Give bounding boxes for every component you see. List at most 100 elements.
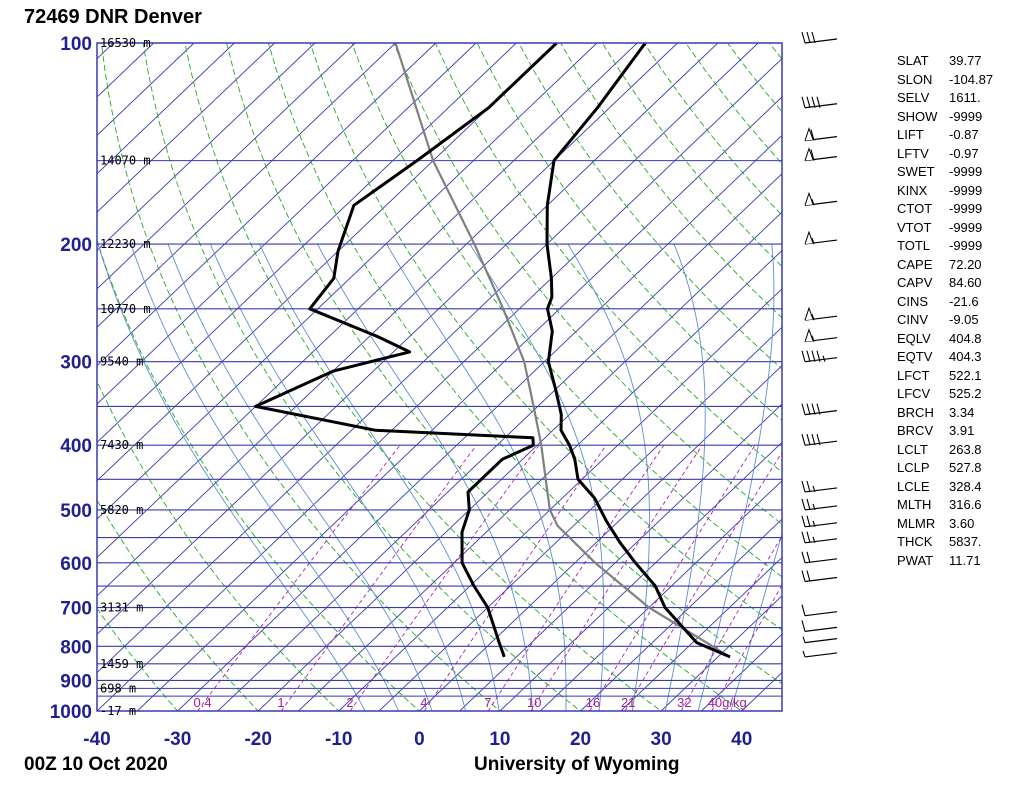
wind-barb	[801, 434, 838, 446]
index-value: -9999	[949, 238, 983, 253]
wind-barb-full	[816, 350, 821, 362]
wind-barb-pennant	[804, 127, 814, 141]
isotherm-line	[97, 43, 275, 213]
mixing-ratio-label: 0.4	[193, 695, 211, 710]
mixing-ratio-label: 16	[586, 695, 600, 710]
moist-adiabat-line	[317, 243, 534, 711]
height-label: 5820 m	[100, 503, 143, 517]
index-row: SWET -9999	[897, 163, 993, 182]
wind-barb	[804, 191, 838, 206]
index-row: LCLT 263.8	[897, 441, 993, 460]
wind-barb-full	[801, 515, 806, 527]
isotherm-line	[338, 288, 782, 711]
index-row: CAPE 72.20	[897, 256, 993, 275]
wind-barb	[804, 127, 838, 142]
index-name: EQTV	[897, 349, 933, 364]
wind-barb-full	[811, 403, 816, 415]
wind-barb-full	[801, 551, 806, 563]
index-name: MLTH	[897, 497, 932, 512]
wind-barb-full	[816, 434, 821, 446]
grid-lines	[97, 43, 782, 711]
index-name: LCLE	[897, 478, 930, 494]
mixing-ratio-label: 4	[420, 695, 427, 710]
temperature-tick-label: -30	[164, 729, 191, 750]
isotherm-line	[378, 326, 782, 711]
isotherm-line	[97, 43, 719, 635]
isotherm-line	[136, 96, 782, 711]
wind-barb-shaft	[804, 315, 838, 321]
wind-barb-full	[806, 31, 811, 44]
index-row: SLON -104.87	[897, 71, 993, 90]
height-label: 1459 m	[100, 657, 143, 671]
index-row: VTOT -9999	[897, 219, 993, 238]
moist-adiabat-line	[130, 243, 400, 711]
wind-barb-half	[812, 520, 816, 527]
observation-date: 00Z 10 Oct 2020	[24, 754, 168, 775]
index-row: LIFT -0.87	[897, 126, 993, 145]
isotherm-line	[97, 43, 517, 443]
height-label: 12230 m	[100, 237, 151, 251]
dry-adiabat-line	[97, 499, 259, 711]
index-row: TOTL -9999	[897, 237, 993, 256]
wind-barb-shaft	[804, 337, 838, 343]
index-row: THCK 5837.	[897, 533, 993, 552]
index-value: 3.91	[949, 423, 975, 438]
wind-barb-full	[801, 403, 806, 415]
index-name: VTOT	[897, 219, 932, 235]
isotherm-line	[459, 403, 782, 711]
wind-barb-half	[802, 636, 806, 643]
wind-barb-half	[812, 503, 816, 511]
index-name: KINX	[897, 182, 928, 198]
pressure-tick-label: 300	[60, 353, 92, 374]
index-row: CTOT -9999	[897, 200, 993, 219]
isotherm-line	[97, 43, 316, 252]
index-value: 72.20	[949, 256, 982, 272]
wind-barb	[804, 306, 838, 321]
index-name: LFCT	[897, 367, 930, 383]
isotherm-line	[257, 211, 782, 711]
sounding-series	[254, 43, 731, 659]
dewpoint-curve	[254, 43, 558, 658]
index-name: CAPE	[897, 256, 933, 272]
index-row: CINV -9.05	[897, 311, 993, 330]
isotherm-line	[419, 365, 782, 711]
index-row: SLAT 39.77	[897, 52, 993, 71]
index-row: LFCT 522.1	[897, 367, 993, 386]
dry-adiabat-line	[226, 43, 743, 711]
index-row: SELV 1611.	[897, 89, 993, 108]
temperature-tick-label: 10	[489, 729, 510, 750]
index-row: BRCV 3.91	[897, 422, 993, 441]
wind-barb-half	[812, 485, 816, 493]
temperature-tick-label: -40	[83, 729, 110, 750]
index-name: TOTL	[897, 238, 930, 253]
height-label: 16530 m	[100, 36, 151, 50]
mixing-ratio-label: 32	[677, 695, 691, 710]
wind-barb-pennant	[804, 230, 814, 245]
wind-barb	[804, 230, 838, 245]
wind-barb-full	[811, 96, 816, 108]
index-value: 522.1	[949, 367, 982, 383]
index-value: -9999	[949, 108, 983, 124]
wind-barb-full	[801, 96, 806, 108]
wind-barb	[801, 570, 838, 583]
index-value: -9.05	[949, 312, 979, 327]
dry-adiabat-line	[97, 607, 179, 711]
moist-adiabat-line	[386, 243, 567, 711]
isotherm-line	[97, 43, 557, 482]
index-value: 316.6	[949, 497, 982, 512]
temperature-tick-label: -10	[325, 729, 352, 750]
wind-barb-pennant	[804, 147, 814, 161]
index-row: EQLV 404.8	[897, 330, 993, 349]
wind-barb-shaft	[804, 652, 838, 658]
wind-barb-full	[806, 498, 811, 511]
mixing-ratio-label: 21	[621, 695, 635, 710]
index-name: LCLT	[897, 441, 928, 457]
isotherm-line	[499, 441, 782, 711]
dry-adiabat-line	[518, 43, 782, 370]
index-row: LFTV -0.97	[897, 145, 993, 164]
dry-adiabat-line	[97, 380, 340, 711]
wind-barb	[801, 480, 838, 493]
isotherm-line	[97, 43, 477, 405]
wind-barb-full	[801, 434, 806, 446]
wind-barb-pennant	[804, 328, 814, 342]
